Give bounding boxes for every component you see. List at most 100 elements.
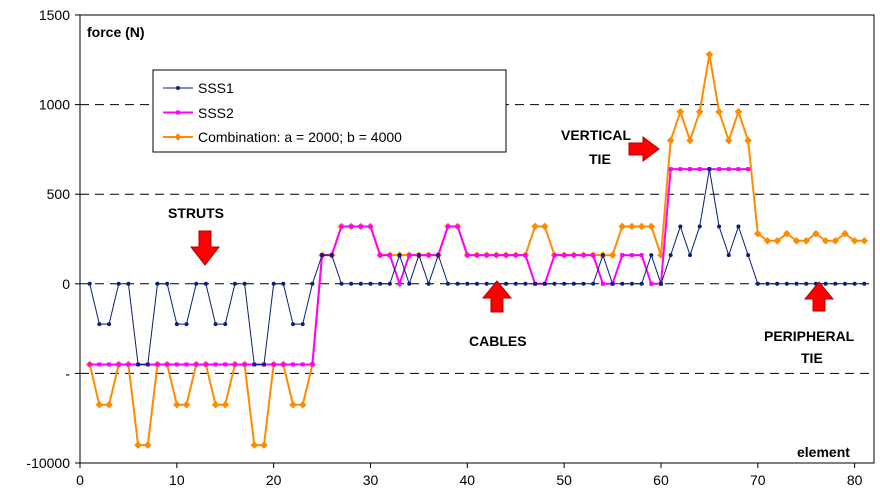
data-point (173, 400, 181, 409)
data-point (165, 362, 170, 367)
data-point (591, 253, 596, 258)
data-point (862, 281, 867, 286)
arrow-right-icon (628, 136, 660, 162)
data-point (260, 441, 268, 449)
y-tick-label: 1500 (39, 7, 70, 23)
annotations: STRUTS CABLES VERTICAL TIE PERIPHERAL TI… (168, 127, 855, 366)
data-point (600, 281, 605, 286)
data-point (686, 136, 694, 145)
data-point (184, 322, 189, 327)
data-point (281, 362, 286, 367)
data-point (783, 229, 791, 238)
data-point (455, 224, 460, 229)
data-point (289, 400, 297, 409)
data-point (649, 281, 654, 286)
legend-label-combination: Combination: a = 2000; b = 4000 (198, 129, 402, 145)
data-point (657, 251, 665, 259)
data-point (658, 281, 663, 286)
data-point (484, 253, 489, 258)
data-point (523, 281, 528, 286)
data-point (155, 362, 160, 367)
data-point (647, 222, 656, 231)
data-point (552, 253, 557, 258)
data-point (107, 322, 112, 327)
data-point (203, 281, 208, 286)
data-point (310, 362, 315, 367)
data-point (194, 281, 199, 286)
annotation-vertical: VERTICAL (561, 127, 631, 143)
x-axis-label: element (797, 444, 850, 460)
data-point (540, 222, 549, 231)
data-point (397, 281, 402, 286)
arrow-up-icon (803, 281, 835, 312)
data-point (562, 253, 567, 258)
data-point (775, 281, 780, 286)
data-point (87, 362, 92, 367)
data-point (688, 167, 693, 172)
y-tick-label: 1000 (39, 97, 70, 113)
data-point (852, 281, 857, 286)
data-point (812, 229, 820, 238)
data-point (678, 167, 683, 172)
data-point (310, 281, 315, 286)
data-point (821, 236, 830, 245)
data-point (271, 362, 276, 367)
data-point (182, 400, 191, 409)
x-tick-label: 30 (363, 472, 379, 488)
legend-swatch-marker (176, 110, 180, 115)
series-2 (87, 167, 751, 367)
data-point (475, 281, 479, 286)
data-point (95, 400, 104, 409)
data-point (107, 362, 112, 367)
data-point (134, 441, 142, 449)
data-point (724, 136, 733, 145)
data-point (445, 224, 450, 229)
data-point (136, 362, 141, 367)
x-tick-label: 10 (169, 472, 185, 488)
data-point (436, 253, 441, 258)
data-point (523, 253, 528, 258)
x-tick-label: 40 (460, 472, 476, 488)
data-point (513, 281, 518, 286)
data-point (300, 322, 305, 327)
data-point (629, 281, 634, 286)
series-line (89, 168, 749, 366)
data-point (320, 253, 325, 258)
y-tick-label: 0 (62, 276, 70, 292)
data-point (571, 281, 576, 286)
data-point (639, 281, 644, 286)
data-point (155, 281, 160, 286)
data-point (746, 167, 751, 172)
data-point (445, 281, 450, 286)
data-point (252, 362, 257, 367)
data-point (329, 253, 334, 258)
data-point (494, 253, 499, 258)
data-point (426, 281, 431, 286)
data-point (628, 222, 636, 231)
data-point (221, 400, 230, 409)
data-point (358, 281, 363, 286)
data-point (145, 362, 150, 367)
data-point (726, 167, 731, 172)
data-point (531, 222, 539, 231)
legend-label-sss2: SSS2 (198, 105, 234, 121)
y-tick-label: 500 (47, 186, 71, 202)
annotation-peripheral: PERIPHERAL (764, 328, 855, 344)
data-point (126, 281, 131, 286)
data-point (726, 253, 731, 258)
data-point (339, 224, 344, 229)
data-point (165, 281, 170, 286)
data-point (368, 224, 373, 229)
data-point (833, 281, 838, 286)
data-point (213, 362, 218, 367)
data-point (223, 322, 228, 327)
data-point (291, 322, 296, 327)
data-point (242, 281, 247, 286)
data-point (552, 281, 557, 286)
data-point (773, 236, 781, 245)
data-point (416, 253, 421, 258)
legend-swatch-marker (176, 86, 180, 90)
data-point (378, 281, 383, 286)
data-point (174, 362, 179, 367)
